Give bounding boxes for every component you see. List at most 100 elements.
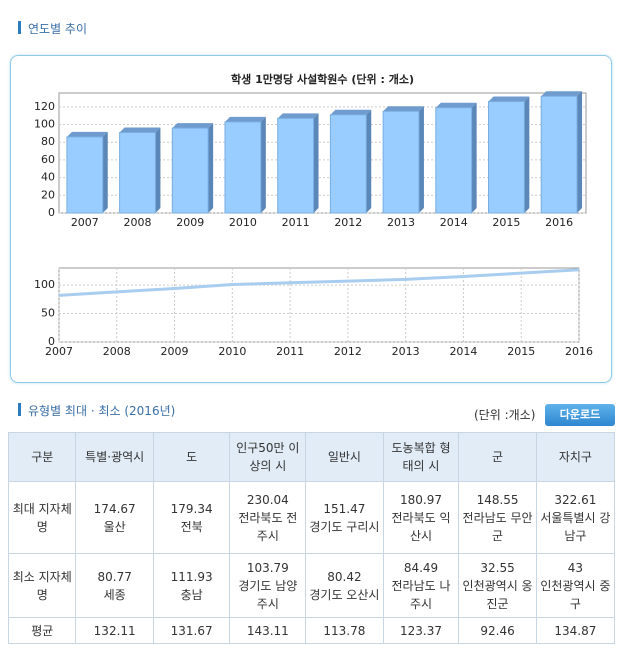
cell-value: 180.97 xyxy=(399,492,442,507)
y-tick-label: 100 xyxy=(34,118,55,131)
cell-name: 전라북도 익산시 xyxy=(391,510,451,543)
bar xyxy=(119,132,156,214)
section-title: 유형별 최대 · 최소 (2016년) xyxy=(18,402,175,419)
bar-side xyxy=(155,127,161,213)
cell-value: 143.11 xyxy=(246,623,289,638)
bar-side xyxy=(471,102,477,213)
x-tick-label: 2013 xyxy=(387,216,415,229)
unit-label: (단위 :개소) xyxy=(474,408,536,422)
x-tick-label: 2008 xyxy=(124,216,152,229)
y-tick-label: 120 xyxy=(34,100,55,113)
line xyxy=(58,268,580,297)
cell: 230.04 전라북도 전주시 xyxy=(229,481,307,554)
cell: 32.55 인천광역시 옹진군 xyxy=(458,553,537,618)
bar-side xyxy=(418,106,424,213)
x-tick-label: 2016 xyxy=(545,216,573,229)
table-row: 평균 132.11 131.67 143.11 113.78 123.37 92.46 134… xyxy=(7,617,616,644)
cell: 322.61 서울특별시 강남구 xyxy=(535,481,616,554)
bar-top xyxy=(66,131,108,137)
x-tick-label: 2016 xyxy=(565,345,593,358)
header-cell: 구분 xyxy=(7,432,77,482)
cell: 84.49 전라남도 나주시 xyxy=(382,553,460,618)
cell: 92.46 xyxy=(458,617,537,644)
cell: 80.77 세종 xyxy=(75,553,154,618)
x-tick-label: 2010 xyxy=(218,345,246,358)
chart: 학생 1만명당 사설학원수 (단위 : 개소) 0 20 40 60 80 100 120 20… xyxy=(34,72,593,358)
cell-name: 경기도 구리시 xyxy=(309,519,380,534)
cell-value: 43 xyxy=(567,560,584,575)
bar xyxy=(435,107,473,214)
bar xyxy=(277,117,315,214)
cell-name: 울산 xyxy=(103,519,126,534)
cell-value: 103.79 xyxy=(246,560,289,575)
x-tick-label: 2011 xyxy=(276,345,304,358)
cell-value: 32.55 xyxy=(480,560,515,575)
cell: 111.93 충남 xyxy=(152,553,231,618)
cell-name: 서울특별시 강남구 xyxy=(540,510,611,543)
cell-name: 전북 xyxy=(180,519,203,534)
cell-name: 전라북도 전주시 xyxy=(238,510,298,543)
header-cell: 일반시 xyxy=(305,432,384,482)
x-tick-label: 2015 xyxy=(507,345,535,358)
bar-top xyxy=(330,109,372,115)
bar-top xyxy=(488,96,530,102)
plot-bg xyxy=(58,267,580,343)
cell: 131.67 xyxy=(152,617,231,644)
bar-side xyxy=(366,109,372,213)
download-button[interactable]: 다운로드 xyxy=(545,404,615,426)
x-tick-label: 2014 xyxy=(440,216,468,229)
cell: 80.42 경기도 오산시 xyxy=(305,553,384,618)
bar-side xyxy=(577,91,583,213)
x-tick-label: 2015 xyxy=(492,216,520,229)
y-tick-label: 80 xyxy=(41,135,55,148)
x-tick-label: 2007 xyxy=(71,216,99,229)
bar-top xyxy=(172,123,214,129)
bar-side xyxy=(208,123,214,213)
cell: 134.87 xyxy=(535,617,616,644)
cell-value: 123.37 xyxy=(399,623,442,638)
bar xyxy=(382,110,420,214)
x-tick-label: 2012 xyxy=(334,216,362,229)
cell: 143.11 xyxy=(229,617,307,644)
cell: 103.79 경기도 남양주시 xyxy=(229,553,307,618)
cell-value: 80.42 xyxy=(327,569,362,584)
bar xyxy=(329,114,367,214)
cell-name: 전라남도 나주시 xyxy=(391,578,451,611)
bar-top xyxy=(225,116,266,122)
cell-value: 84.49 xyxy=(403,560,439,575)
cell-value: 174.67 xyxy=(93,501,136,516)
cell: 123.37 xyxy=(382,617,460,644)
bar xyxy=(171,127,209,214)
data-table: 구분 특별·광역시 도 인구50만 이상의 시 일반시 도농복합 형태의 시 군 자치구 최대 … xyxy=(7,432,616,644)
cell-value: 151.47 xyxy=(323,501,366,516)
cell-name: 인천광역시 옹진군 xyxy=(462,578,533,611)
row-label: 평균 xyxy=(7,617,77,644)
x-tick-label: 2010 xyxy=(229,216,257,229)
cell: 180.97 전라북도 익산시 xyxy=(382,481,460,554)
cell-value: 148.55 xyxy=(476,492,519,507)
x-tick-label: 2007 xyxy=(45,345,73,358)
cell: 151.47 경기도 구리시 xyxy=(305,481,384,554)
x-tick-label: 2014 xyxy=(449,345,477,358)
x-tick-label: 2009 xyxy=(161,345,189,358)
row-label: 최대 지자체명 xyxy=(7,481,77,554)
bar-top xyxy=(383,106,424,112)
header-cell: 도농복합 형태의 시 xyxy=(382,432,460,482)
bar-side xyxy=(260,116,266,213)
cell-name: 경기도 오산시 xyxy=(309,587,380,602)
cell: 113.78 xyxy=(305,617,384,644)
cell-name: 경기도 남양주시 xyxy=(238,578,298,611)
header-cell: 자치구 xyxy=(535,432,616,482)
cell-value: 92.46 xyxy=(480,623,515,638)
cell-name: 충남 xyxy=(180,587,203,602)
cell-value: 131.67 xyxy=(170,623,213,638)
cell: 43 인천광역시 중구 xyxy=(535,553,616,618)
x-tick-label: 2009 xyxy=(176,216,204,229)
chart-box: 학생 1만명당 사설학원수 (단위 : 개소) 0 20 40 60 80 100 120 20… xyxy=(10,55,612,383)
x-tick-label: 2011 xyxy=(282,216,310,229)
cell-value: 132.11 xyxy=(93,623,136,638)
cell-name: 인천광역시 중구 xyxy=(540,578,611,611)
cell-value: 80.77 xyxy=(97,569,132,584)
bar-side xyxy=(102,131,108,213)
header-cell: 도 xyxy=(152,432,231,482)
